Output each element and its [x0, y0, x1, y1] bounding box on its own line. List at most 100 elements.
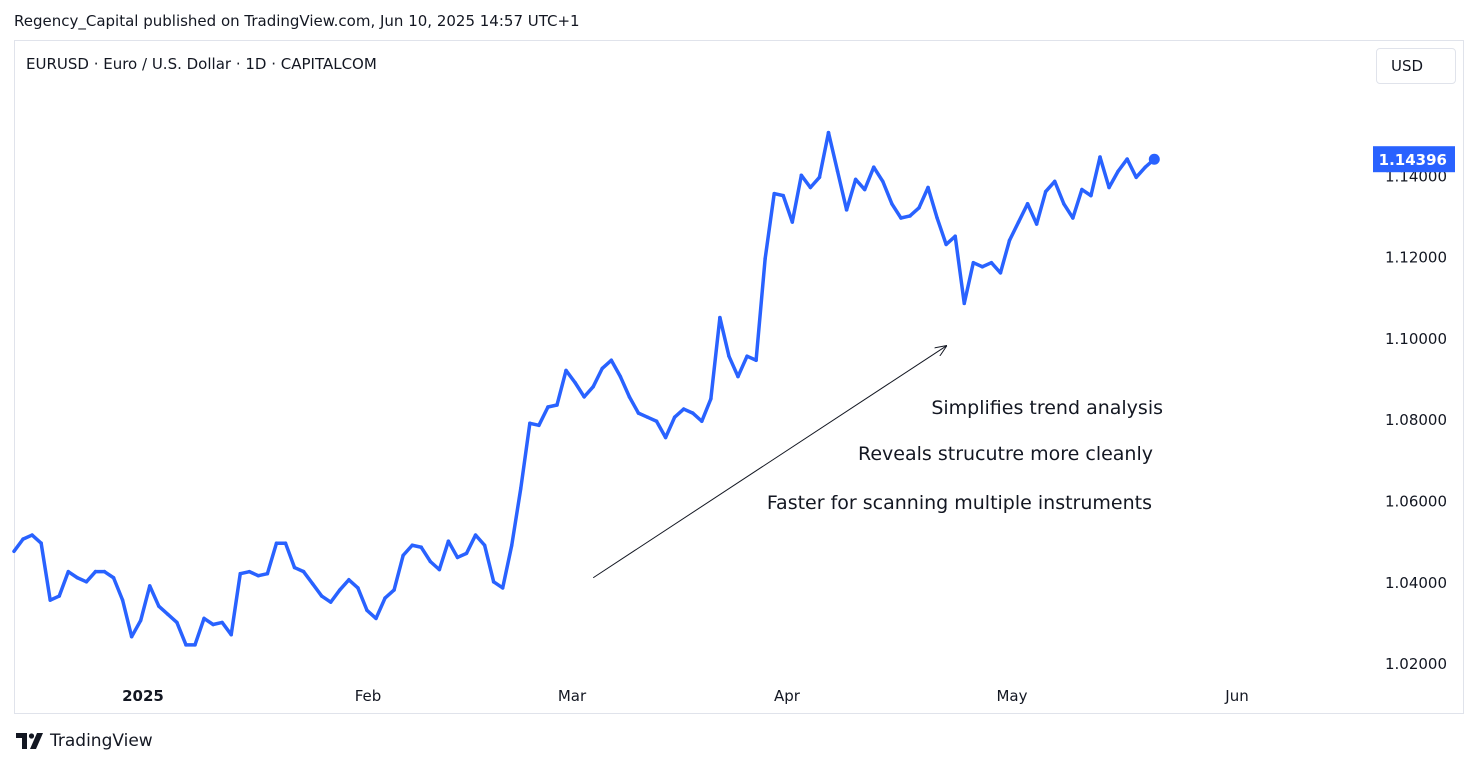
price-line-segment	[618, 374, 632, 399]
x-tick-label: 2025	[122, 687, 164, 705]
price-line-segment	[138, 584, 152, 623]
price-line-segment	[519, 421, 532, 491]
price-line-segment	[736, 354, 749, 379]
price-line-segment	[908, 206, 921, 218]
currency-button[interactable]: USD	[1376, 48, 1456, 84]
price-line-segment	[1053, 179, 1066, 206]
price-line-segment	[826, 130, 840, 173]
price-line-segment	[383, 588, 396, 600]
annotation-text: Simplifies trend analysis	[931, 397, 1163, 419]
y-tick-label: 1.10000	[1385, 330, 1447, 348]
price-line-segment	[148, 584, 161, 608]
price-line-segment	[84, 569, 98, 584]
symbol-title: EURUSD · Euro / U.S. Dollar · 1D · CAPIT…	[26, 55, 377, 73]
y-tick-label: 1.02000	[1385, 655, 1447, 673]
price-line-segment	[265, 541, 279, 576]
price-line-segment	[1025, 202, 1039, 226]
price-line-segment	[663, 415, 677, 440]
price-line-segment	[301, 569, 315, 586]
price-line-segment	[853, 177, 867, 192]
price-line-segment	[998, 238, 1012, 275]
last-price-label-bg	[1373, 146, 1455, 173]
price-line-segment	[419, 545, 433, 564]
x-tick-label: May	[996, 687, 1027, 705]
price-line-segment	[1007, 220, 1021, 243]
price-line-segment	[917, 185, 930, 210]
price-line-segment	[166, 612, 179, 625]
price-line-segment	[672, 407, 686, 419]
price-line-segment	[220, 620, 233, 637]
price-line-segment	[926, 185, 939, 220]
annotation-text: Faster for scanning multiple instruments	[767, 492, 1152, 514]
price-line-segment	[1043, 179, 1057, 194]
price-line-segment	[428, 559, 442, 572]
tradingview-logo-icon	[16, 733, 44, 749]
price-line-segment	[817, 130, 831, 180]
price-line-segment	[935, 216, 948, 247]
price-line-segment	[808, 175, 822, 190]
price-line-segment	[319, 594, 333, 604]
price-line-segment	[555, 368, 568, 407]
price-line-segment	[1089, 155, 1102, 198]
price-line-segment	[464, 533, 478, 556]
price-line-segment	[691, 411, 704, 423]
price-line-segment	[881, 179, 894, 206]
price-line-segment	[799, 173, 813, 190]
price-line-segment	[573, 380, 586, 399]
last-price-label: 1.14396	[1379, 151, 1447, 169]
price-line-segment	[600, 358, 614, 371]
price-line-segment	[510, 486, 523, 547]
price-line-segment	[39, 541, 52, 602]
last-price-point	[1148, 153, 1160, 165]
price-line-segment	[202, 616, 215, 627]
price-line-segment	[564, 368, 577, 385]
price-line-segment	[401, 543, 414, 558]
price-line-segment	[754, 256, 767, 363]
price-line-segment	[989, 260, 1003, 275]
price-line-segment	[338, 578, 351, 592]
price-line-segment	[1071, 187, 1084, 220]
price-line-segment	[500, 543, 514, 590]
y-tick-label: 1.08000	[1385, 411, 1447, 429]
price-line-segment	[356, 586, 369, 613]
price-line-segment	[102, 569, 116, 580]
price-line-segment	[763, 191, 776, 261]
price-line-segment	[844, 177, 858, 212]
price-line-segment	[392, 553, 405, 592]
price-line-segment	[700, 397, 713, 423]
trend-arrow	[592, 346, 946, 579]
price-line-segment	[790, 173, 804, 224]
price-line-segment	[835, 169, 849, 212]
price-line-segment	[365, 608, 378, 621]
x-tick-label: Feb	[355, 687, 382, 705]
price-line-segment	[57, 569, 71, 598]
footer-brand-label: TradingView	[50, 731, 153, 751]
price-line-segment	[437, 539, 451, 572]
price-line-segment	[862, 165, 876, 192]
price-line-segment	[582, 384, 595, 399]
price-line-segment	[129, 618, 143, 639]
price-line-segment	[12, 537, 25, 554]
price-line-segment	[374, 596, 387, 621]
price-line-segment	[1034, 189, 1048, 226]
x-tick-label: Apr	[774, 687, 801, 705]
price-line-segment	[310, 582, 324, 598]
x-tick-label: Mar	[558, 687, 587, 705]
price-line-segment	[111, 576, 125, 602]
price-line-segment	[1116, 157, 1129, 173]
price-line-segment	[781, 193, 795, 224]
price-line-segment	[66, 569, 80, 580]
price-line-segment	[1125, 157, 1138, 180]
price-line-segment	[709, 315, 722, 401]
y-tick-label: 1.12000	[1385, 249, 1447, 267]
price-line-segment	[1134, 165, 1147, 180]
footer-brand[interactable]: TradingView	[16, 731, 153, 751]
price-line-segment	[962, 260, 976, 306]
price-line-segment	[953, 234, 966, 306]
price-line-segment	[193, 616, 206, 647]
price-line-segment	[591, 366, 604, 389]
price-line-segment	[446, 539, 460, 560]
y-tick-label: 1.04000	[1385, 574, 1447, 592]
price-line-segment	[120, 598, 134, 639]
